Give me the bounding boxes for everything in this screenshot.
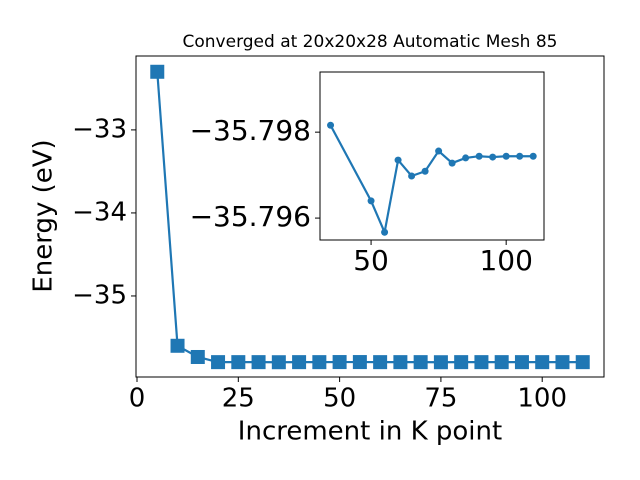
data-point bbox=[190, 349, 205, 364]
data-line bbox=[156, 71, 583, 364]
data-point bbox=[489, 153, 497, 161]
y-tick-label: −34 bbox=[72, 197, 127, 227]
data-point bbox=[352, 355, 367, 370]
data-point bbox=[502, 152, 510, 160]
data-point bbox=[421, 167, 429, 175]
data-point bbox=[373, 355, 388, 370]
data-point bbox=[271, 355, 286, 370]
data-point bbox=[327, 121, 335, 129]
data-point bbox=[170, 338, 185, 353]
data-point bbox=[435, 147, 443, 155]
y-tick-label: −35.798 bbox=[190, 114, 311, 147]
x-axis-label: Increment in K point bbox=[238, 417, 502, 447]
y-axis-label: Energy (eV) bbox=[29, 139, 59, 292]
data-point bbox=[231, 355, 246, 370]
data-point bbox=[494, 355, 509, 370]
data-point bbox=[454, 355, 469, 370]
x-tick-label: 50 bbox=[323, 384, 356, 414]
data-point bbox=[474, 355, 489, 370]
data-point bbox=[529, 152, 537, 160]
data-point bbox=[413, 355, 428, 370]
data-point bbox=[408, 172, 416, 180]
data-point bbox=[367, 197, 375, 205]
x-tick-label: 50 bbox=[353, 244, 389, 277]
data-point bbox=[394, 156, 402, 164]
data-point bbox=[292, 355, 307, 370]
data-point bbox=[462, 154, 470, 162]
data-point bbox=[516, 152, 524, 160]
x-tick-label: 0 bbox=[129, 384, 146, 414]
data-point bbox=[332, 355, 347, 370]
y-tick-label: −35 bbox=[72, 280, 127, 310]
data-point bbox=[535, 355, 550, 370]
data-point bbox=[514, 355, 529, 370]
y-tick-label: −33 bbox=[72, 114, 127, 144]
data-point bbox=[381, 228, 389, 236]
data-point bbox=[433, 355, 448, 370]
data-point bbox=[150, 64, 165, 79]
data-point bbox=[555, 355, 570, 370]
x-tick-label: 25 bbox=[222, 384, 255, 414]
data-point bbox=[475, 152, 483, 160]
data-point bbox=[393, 355, 408, 370]
chart-title: Converged at 20x20x28 Automatic Mesh 85 bbox=[183, 32, 558, 52]
x-tick-label: 100 bbox=[517, 384, 567, 414]
data-point bbox=[312, 355, 327, 370]
x-tick-label: 75 bbox=[424, 384, 457, 414]
data-point bbox=[251, 355, 266, 370]
data-point bbox=[448, 159, 456, 167]
y-tick-label: −35.796 bbox=[190, 200, 311, 233]
x-tick-label: 100 bbox=[479, 244, 532, 277]
data-point bbox=[575, 355, 590, 370]
data-point bbox=[211, 355, 226, 370]
